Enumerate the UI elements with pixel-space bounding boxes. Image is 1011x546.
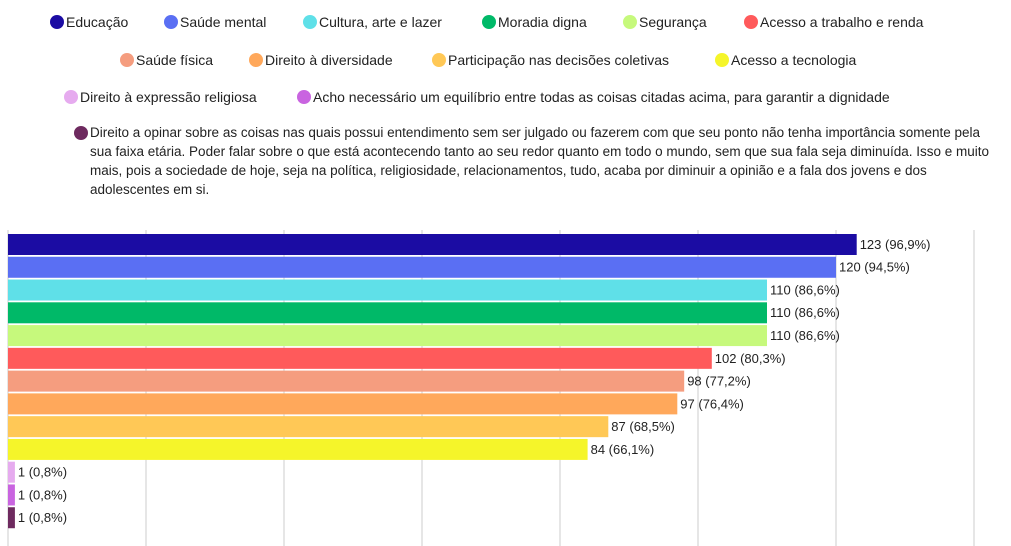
- legend-swatch: [482, 15, 496, 29]
- legend-label: Direito à expressão religiosa: [80, 89, 257, 105]
- legend-label: Direito a opinar sobre as coisas nas qua…: [90, 125, 990, 197]
- value-label: 102 (80,3%): [715, 351, 786, 366]
- legend-label: Acesso a tecnologia: [731, 52, 857, 68]
- value-label: 87 (68,5%): [611, 419, 675, 434]
- legend-label: Cultura, arte e lazer: [319, 14, 442, 30]
- value-label: 1 (0,8%): [18, 465, 67, 480]
- bar: [8, 234, 857, 255]
- legend-swatch: [297, 90, 311, 104]
- value-label: 97 (76,4%): [680, 396, 744, 411]
- value-label: 1 (0,8%): [18, 487, 67, 502]
- legend-swatch: [164, 15, 178, 29]
- legend-swatch: [432, 53, 446, 67]
- legend-label: Acesso a trabalho e renda: [760, 14, 924, 30]
- value-label: 110 (86,6%): [770, 305, 840, 320]
- bar: [8, 393, 678, 415]
- legend-label: Direito à diversidade: [265, 52, 393, 68]
- bar: [8, 302, 767, 324]
- bar: [8, 325, 767, 347]
- bar: [8, 461, 15, 483]
- legend-swatch: [744, 15, 758, 29]
- bar: [8, 484, 15, 506]
- legend-label: Segurança: [639, 14, 707, 30]
- value-label: 120 (94,5%): [839, 260, 910, 275]
- bar: [8, 416, 609, 438]
- legend-swatch: [249, 53, 263, 67]
- legend-swatch: [120, 53, 134, 67]
- legend-label: Acho necessário um equilíbrio entre toda…: [313, 89, 890, 105]
- value-label: 123 (96,9%): [860, 237, 931, 252]
- legend-label: Saúde física: [136, 52, 214, 68]
- bar: [8, 370, 685, 392]
- legend-label: Saúde mental: [180, 14, 267, 30]
- legend-swatch: [50, 15, 64, 29]
- legend-swatch: [74, 126, 88, 140]
- bar: [8, 507, 15, 529]
- bar: [8, 279, 767, 301]
- bar: [8, 256, 836, 278]
- legend-swatch: [64, 90, 78, 104]
- value-label: 110 (86,6%): [770, 328, 840, 343]
- bar: [8, 438, 588, 460]
- value-label: 84 (66,1%): [591, 442, 655, 457]
- legend-swatch: [623, 15, 637, 29]
- legend-label: Educação: [66, 14, 129, 30]
- legend-label: Participação nas decisões coletivas: [448, 52, 670, 68]
- bar: [8, 347, 712, 369]
- value-label: 110 (86,6%): [770, 282, 840, 297]
- legend-label: Moradia digna: [498, 14, 587, 30]
- value-label: 98 (77,2%): [687, 374, 751, 389]
- legend-swatch: [715, 53, 729, 67]
- value-label: 1 (0,8%): [18, 510, 67, 525]
- legend-swatch: [303, 15, 317, 29]
